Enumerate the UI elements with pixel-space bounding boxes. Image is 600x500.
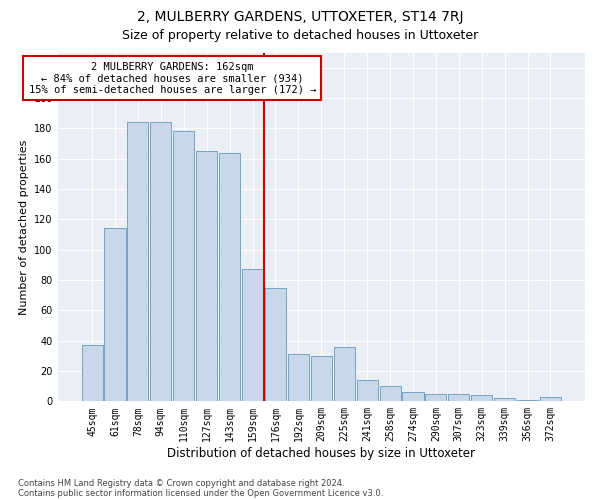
Text: 2, MULBERRY GARDENS, UTTOXETER, ST14 7RJ: 2, MULBERRY GARDENS, UTTOXETER, ST14 7RJ bbox=[137, 10, 463, 24]
Bar bbox=[196, 151, 217, 402]
Bar bbox=[540, 397, 561, 402]
Bar bbox=[380, 386, 401, 402]
Bar bbox=[471, 396, 492, 402]
Bar bbox=[242, 270, 263, 402]
Text: Contains HM Land Registry data © Crown copyright and database right 2024.: Contains HM Land Registry data © Crown c… bbox=[18, 479, 344, 488]
Text: Contains public sector information licensed under the Open Government Licence v3: Contains public sector information licen… bbox=[18, 489, 383, 498]
Bar bbox=[425, 394, 446, 402]
Bar bbox=[127, 122, 148, 402]
Bar bbox=[288, 354, 309, 402]
Bar bbox=[151, 122, 172, 402]
Bar bbox=[356, 380, 377, 402]
Bar bbox=[311, 356, 332, 402]
Bar bbox=[104, 228, 125, 402]
Bar bbox=[173, 132, 194, 402]
Bar bbox=[448, 394, 469, 402]
Bar bbox=[334, 346, 355, 402]
Bar bbox=[82, 345, 103, 402]
Text: Size of property relative to detached houses in Uttoxeter: Size of property relative to detached ho… bbox=[122, 29, 478, 42]
Bar bbox=[494, 398, 515, 402]
Bar bbox=[265, 288, 286, 402]
Y-axis label: Number of detached properties: Number of detached properties bbox=[19, 139, 29, 314]
Bar bbox=[219, 152, 240, 402]
Bar bbox=[517, 400, 538, 402]
Text: 2 MULBERRY GARDENS: 162sqm
← 84% of detached houses are smaller (934)
15% of sem: 2 MULBERRY GARDENS: 162sqm ← 84% of deta… bbox=[29, 62, 316, 95]
Bar bbox=[403, 392, 424, 402]
X-axis label: Distribution of detached houses by size in Uttoxeter: Distribution of detached houses by size … bbox=[167, 447, 475, 460]
